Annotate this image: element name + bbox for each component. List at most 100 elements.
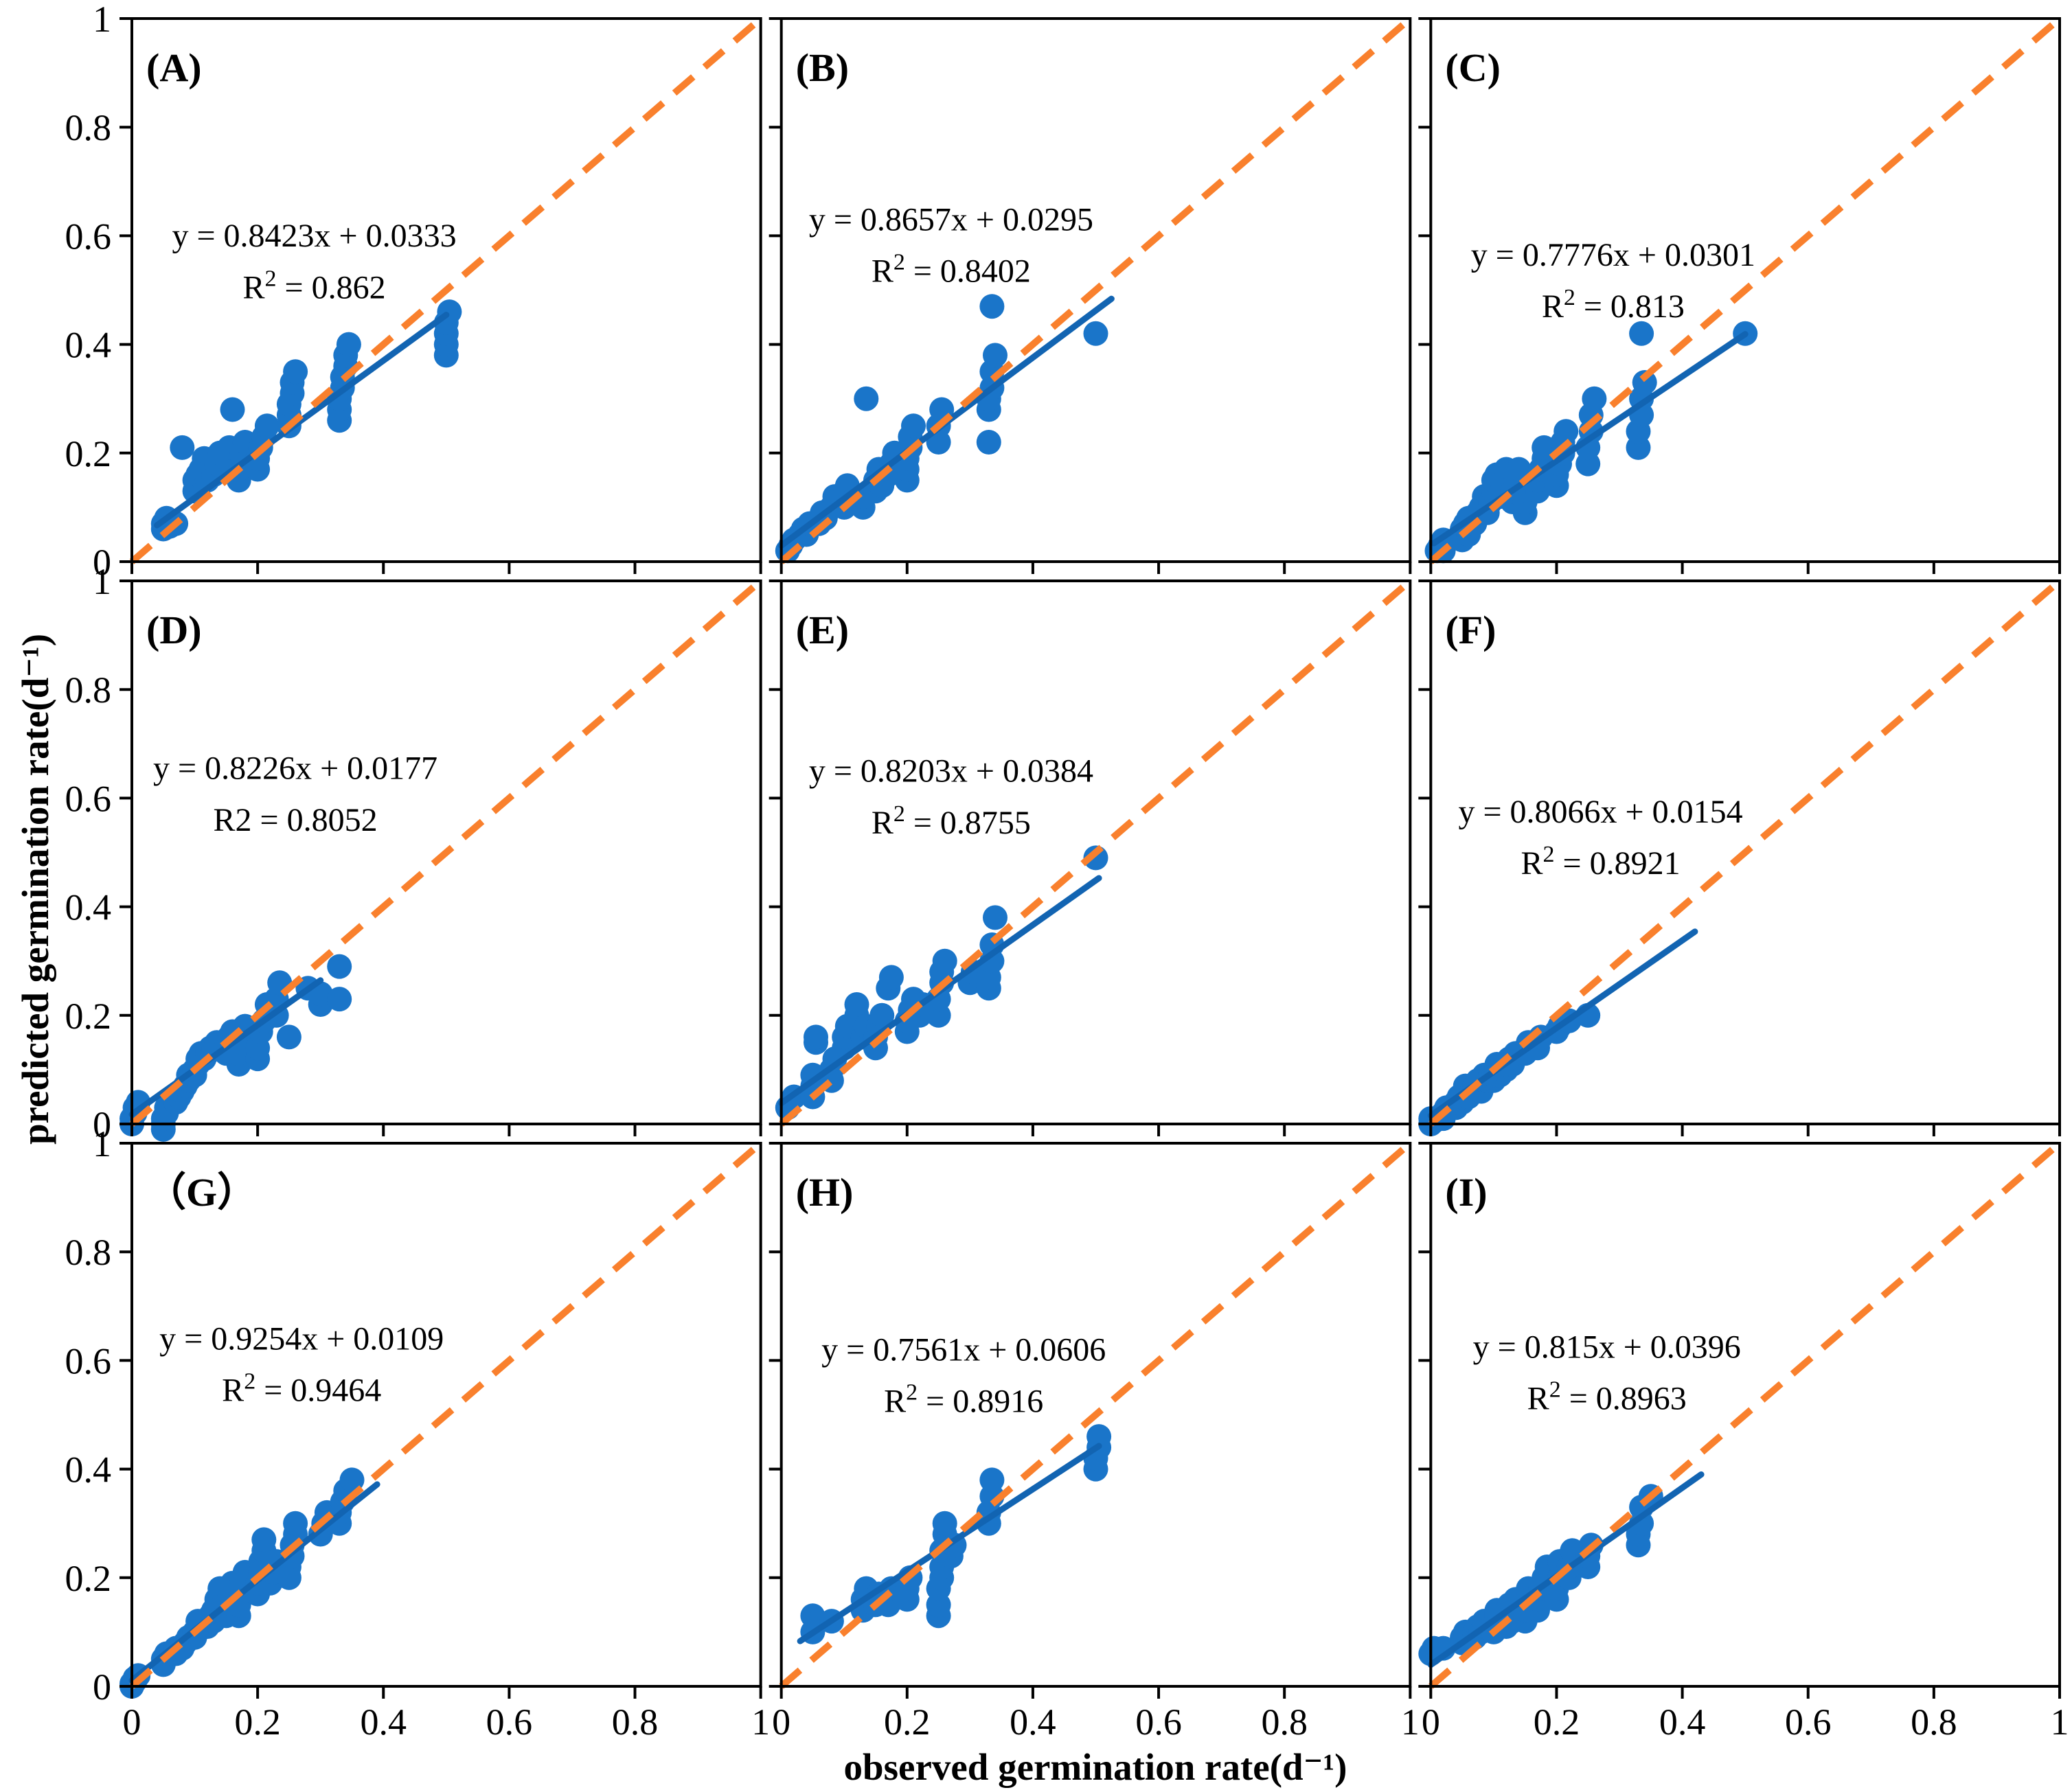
equation-text: y = 0.8657x + 0.0295: [809, 201, 1093, 238]
axis-ticks: [1418, 1142, 2061, 1699]
y-tick-labels: 0 0.2 0.4 0.6 0.8 1: [65, 0, 112, 583]
r-squared-text: R2 = 0.813: [1542, 285, 1685, 325]
panel-e: (E) y = 0.8203x + 0.0384 R2 = 0.8755: [769, 578, 1413, 1136]
equation-text: y = 0.7776x + 0.0301: [1471, 237, 1755, 273]
y-tick-labels: 0 0.2 0.4 0.6 0.8 1: [65, 561, 112, 1145]
scatter-points: [775, 845, 1108, 1121]
identity-line: [779, 578, 1413, 1127]
fit-line: [1431, 331, 1749, 547]
fit-line: [154, 312, 450, 529]
svg-text:0.4: 0.4: [1659, 1701, 1706, 1743]
r-squared-text: R2 = 0.8963: [1527, 1377, 1687, 1417]
panel-label: （G）: [146, 1170, 257, 1215]
identity-line: [779, 16, 1413, 564]
equation-text: y = 0.8066x + 0.0154: [1458, 794, 1742, 830]
svg-text:0: 0: [1422, 1701, 1440, 1743]
equation-text: y = 0.8203x + 0.0384: [809, 753, 1093, 790]
axis-box: [779, 580, 1412, 1125]
panel-label: (A): [146, 45, 202, 90]
axis-ticks: [119, 1142, 762, 1699]
svg-text:0.8: 0.8: [1261, 1701, 1308, 1743]
svg-text:1: 1: [2051, 1701, 2069, 1743]
svg-text:0.8: 0.8: [65, 1232, 112, 1273]
axis-box: [1429, 1142, 2061, 1688]
svg-text:0.4: 0.4: [361, 1701, 407, 1743]
equation-text: y = 0.7561x + 0.0606: [821, 1331, 1106, 1368]
panel-g: 0 0.2 0.4 0.6 0.8 1 0 0.2 0.4 0.6 0.8 1 （G） y = 0.925…: [65, 1123, 771, 1743]
x-tick-labels: 0 0.2 0.4 0.6 0.8 1: [123, 1701, 771, 1743]
fit-line: [128, 977, 324, 1118]
svg-text:0.8: 0.8: [1911, 1701, 1957, 1743]
svg-text:1: 1: [1401, 1701, 1420, 1743]
axis-ticks: [119, 17, 762, 574]
axis-ticks: [1418, 17, 2061, 574]
svg-text:1: 1: [93, 561, 111, 602]
svg-text:1: 1: [751, 1701, 770, 1743]
svg-text:0.4: 0.4: [65, 325, 112, 366]
axis-box: [779, 1142, 1412, 1688]
axis-ticks: [1418, 580, 2061, 1136]
identity-line: [1428, 1140, 2062, 1689]
identity-line: [1428, 16, 2062, 564]
equation-text: y = 0.9254x + 0.0109: [159, 1321, 444, 1357]
panels-group: 0 0.2 0.4 0.6 0.8 1 (A) y = 0.8423x + 0.0333 R2 …: [65, 0, 2069, 1743]
svg-text:0: 0: [93, 1666, 111, 1708]
svg-text:1: 1: [93, 1123, 111, 1164]
r-squared-text: R2 = 0.8755: [872, 801, 1031, 841]
panel-label: (I): [1445, 1170, 1487, 1215]
svg-text:0.8: 0.8: [612, 1701, 659, 1743]
svg-text:0.4: 0.4: [1010, 1701, 1056, 1743]
identity-line: [1428, 578, 2062, 1127]
axis-box: [1429, 17, 2061, 563]
panel-i: 0 0.2 0.4 0.6 0.8 1 (I) y = 0.815x + 0.0396 R2 =…: [1418, 1140, 2069, 1743]
r-squared-text: R2 = 0.8402: [872, 250, 1031, 290]
svg-text:0: 0: [123, 1701, 141, 1743]
identity-line: [779, 1140, 1413, 1689]
panel-a: 0 0.2 0.4 0.6 0.8 1 (A) y = 0.8423x + 0.0333 R2 …: [65, 0, 763, 583]
svg-text:0.2: 0.2: [65, 1558, 112, 1599]
axis-box: [130, 1142, 762, 1688]
panel-label: (F): [1445, 608, 1496, 652]
x-tick-labels: 0 0.2 0.4 0.6 0.8 1: [772, 1701, 1420, 1743]
panel-f: (F) y = 0.8066x + 0.0154 R2 = 0.8921: [1418, 578, 2062, 1136]
equation-text: y = 0.8226x + 0.0177: [153, 750, 437, 787]
svg-text:0: 0: [93, 542, 111, 583]
identity-line: [129, 1140, 763, 1689]
r-squared-text: R2 = 0.9464: [222, 1369, 381, 1409]
svg-text:0.2: 0.2: [65, 433, 112, 474]
equation-text: y = 0.815x + 0.0396: [1473, 1329, 1741, 1365]
equation-text: y = 0.8423x + 0.0333: [172, 218, 456, 254]
y-axis-title: predicted germination rate(d⁻¹): [14, 634, 56, 1145]
panel-b: (B) y = 0.8657x + 0.0295 R2 = 0.8402: [769, 16, 1413, 574]
svg-text:0.8: 0.8: [65, 669, 112, 711]
y-tick-labels: 0 0.2 0.4 0.6 0.8 1: [65, 1123, 112, 1708]
axis-box: [130, 17, 762, 563]
panel-label: (D): [146, 608, 202, 652]
svg-text:0.6: 0.6: [65, 216, 112, 257]
panel-label: (C): [1445, 45, 1501, 90]
scatter-points: [1418, 1002, 1601, 1136]
svg-text:0: 0: [772, 1701, 790, 1743]
r-squared-text: R2 = 0.8916: [884, 1380, 1043, 1420]
panel-d: 0 0.2 0.4 0.6 0.8 1 (D) y = 0.8226x + 0.0177 R2 …: [65, 561, 763, 1145]
r-squared-text: R2 = 0.862: [242, 266, 385, 306]
x-tick-labels: 0 0.2 0.4 0.6 0.8 1: [1422, 1701, 2069, 1743]
panel-c: (C) y = 0.7776x + 0.0301 R2 = 0.813: [1418, 16, 2062, 574]
axis-box: [779, 17, 1412, 563]
r-squared-text: R2 = 0.8921: [1521, 842, 1681, 882]
panel-label: (E): [796, 608, 849, 652]
scatter-points: [1418, 1484, 1663, 1666]
svg-text:0.4: 0.4: [65, 887, 112, 928]
axis-box: [130, 580, 762, 1125]
axis-ticks: [119, 580, 762, 1136]
panel-h: 0 0.2 0.4 0.6 0.8 1 (H) y = 0.7561x + 0.0606 R2 …: [769, 1140, 1420, 1743]
identity-line: [129, 16, 763, 564]
svg-text:1: 1: [93, 0, 111, 40]
axis-box: [1429, 580, 2061, 1125]
svg-text:0.6: 0.6: [65, 778, 112, 819]
svg-text:0.4: 0.4: [65, 1449, 112, 1491]
svg-text:0.2: 0.2: [884, 1701, 931, 1743]
x-axis-title: observed germination rate(d⁻¹): [844, 1746, 1347, 1788]
